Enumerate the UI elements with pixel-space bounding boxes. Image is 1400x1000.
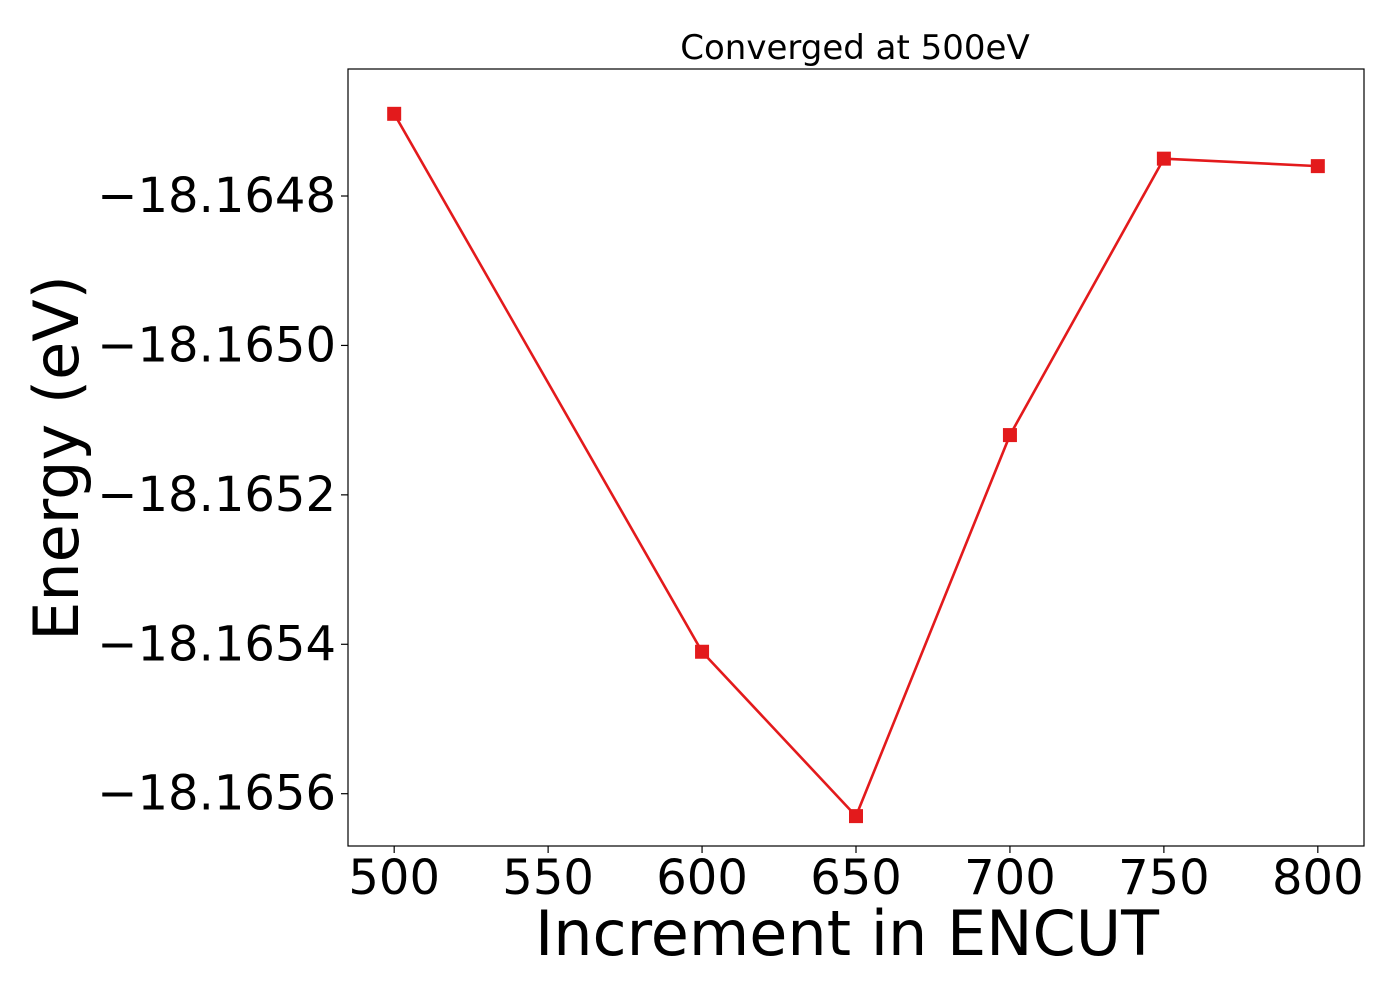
series-layer xyxy=(387,106,1325,824)
y-axis-label: Energy (eV) xyxy=(20,275,93,641)
x-tick-label: 800 xyxy=(1272,850,1364,906)
y-tick-label: −18.1656 xyxy=(97,766,336,822)
data-point-marker xyxy=(387,106,402,121)
data-point-marker xyxy=(1156,151,1171,166)
x-tick-label: 550 xyxy=(502,850,594,906)
data-point-marker xyxy=(1002,428,1017,443)
x-tick-label: 500 xyxy=(348,850,440,906)
series-line xyxy=(393,113,1318,818)
y-axis-ticks: −18.1648 −18.1650 −18.1652 −18.1654 −18.1656 xyxy=(97,168,348,822)
data-point-marker xyxy=(1310,159,1325,174)
x-tick-label: 600 xyxy=(656,850,748,906)
y-tick-label: −18.1654 xyxy=(97,616,336,672)
y-tick-label: −18.1648 xyxy=(97,168,336,224)
x-tick-label: 650 xyxy=(810,850,902,906)
x-axis-ticks: 500 550 600 650 700 750 800 xyxy=(348,846,1364,906)
y-tick-label: −18.1650 xyxy=(97,317,336,373)
x-tick-label: 750 xyxy=(1118,850,1210,906)
data-point-marker xyxy=(849,809,863,824)
data-point-marker xyxy=(695,644,710,659)
chart-title: Converged at 500eV xyxy=(680,28,1029,68)
y-tick-label: −18.1652 xyxy=(97,467,336,523)
x-tick-label: 700 xyxy=(964,850,1056,906)
x-axis-label: Increment in ENCUT xyxy=(535,897,1160,970)
